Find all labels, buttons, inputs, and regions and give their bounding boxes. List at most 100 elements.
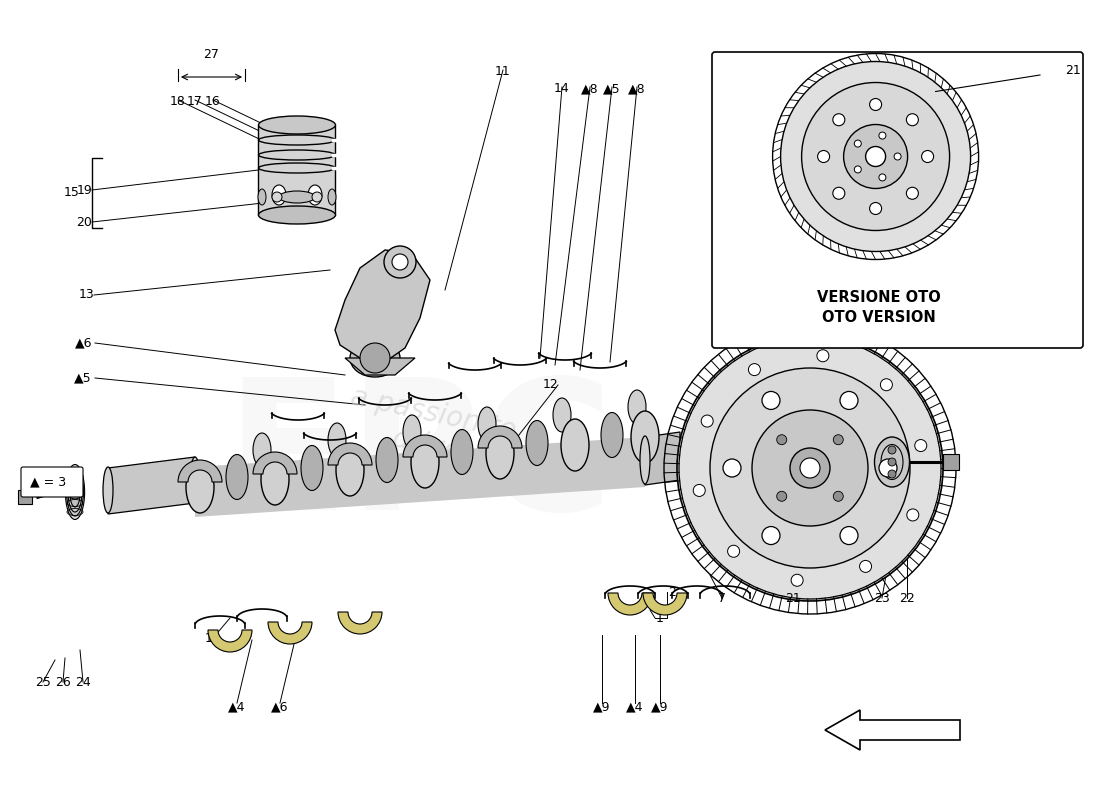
Text: 10: 10 <box>205 631 221 645</box>
Circle shape <box>906 509 918 521</box>
Circle shape <box>840 526 858 545</box>
Text: a passion to
drive: a passion to drive <box>341 383 519 477</box>
Wedge shape <box>253 452 297 474</box>
Ellipse shape <box>628 390 646 424</box>
Circle shape <box>855 140 861 147</box>
Circle shape <box>844 125 908 189</box>
Circle shape <box>888 458 896 466</box>
Text: 16: 16 <box>205 95 221 108</box>
Circle shape <box>855 166 861 173</box>
Wedge shape <box>268 622 312 644</box>
Text: 15: 15 <box>64 186 80 199</box>
Polygon shape <box>258 125 336 215</box>
Circle shape <box>800 458 820 478</box>
Circle shape <box>880 378 892 390</box>
Text: 7: 7 <box>718 591 726 605</box>
Circle shape <box>894 153 901 160</box>
FancyBboxPatch shape <box>21 467 82 497</box>
Circle shape <box>802 82 949 230</box>
Polygon shape <box>345 358 415 375</box>
Ellipse shape <box>526 421 548 466</box>
Wedge shape <box>608 593 652 615</box>
Text: 27: 27 <box>204 48 219 61</box>
Circle shape <box>762 391 780 410</box>
Text: ▲9: ▲9 <box>593 700 611 713</box>
Circle shape <box>777 434 786 445</box>
Text: VERSIONE OTO: VERSIONE OTO <box>817 290 942 305</box>
Circle shape <box>888 470 896 478</box>
Wedge shape <box>338 612 382 634</box>
Text: 1: 1 <box>656 611 664 625</box>
Circle shape <box>915 439 926 451</box>
Ellipse shape <box>631 411 659 463</box>
Ellipse shape <box>451 430 473 474</box>
Circle shape <box>752 410 868 526</box>
Text: 22: 22 <box>899 591 915 605</box>
Ellipse shape <box>67 468 84 516</box>
Text: ▲6: ▲6 <box>272 700 288 713</box>
Circle shape <box>68 485 82 499</box>
Ellipse shape <box>376 438 398 482</box>
Ellipse shape <box>350 339 400 377</box>
Circle shape <box>762 526 780 545</box>
Text: 20: 20 <box>76 215 92 229</box>
Text: 24: 24 <box>75 675 91 689</box>
Ellipse shape <box>874 437 910 487</box>
Bar <box>943 454 959 470</box>
Ellipse shape <box>65 465 85 519</box>
Circle shape <box>866 146 886 166</box>
Text: ▲8: ▲8 <box>628 82 646 95</box>
Circle shape <box>817 150 829 162</box>
Circle shape <box>879 174 886 181</box>
Text: 26: 26 <box>55 675 70 689</box>
Ellipse shape <box>258 206 336 224</box>
Text: ▲5: ▲5 <box>603 82 620 95</box>
Circle shape <box>360 343 390 373</box>
Circle shape <box>727 546 739 558</box>
Text: 2: 2 <box>668 586 675 598</box>
Circle shape <box>723 459 741 477</box>
Ellipse shape <box>279 191 315 203</box>
Ellipse shape <box>69 477 80 507</box>
Wedge shape <box>178 460 222 482</box>
Ellipse shape <box>328 423 346 457</box>
Text: 21: 21 <box>785 591 801 605</box>
Ellipse shape <box>336 444 364 496</box>
Text: ▲6: ▲6 <box>75 337 92 350</box>
Text: 13: 13 <box>78 289 94 302</box>
Text: ▲5: ▲5 <box>75 371 92 385</box>
Ellipse shape <box>478 407 496 441</box>
Polygon shape <box>108 457 195 514</box>
Polygon shape <box>336 250 430 362</box>
Ellipse shape <box>308 185 322 205</box>
Wedge shape <box>644 593 688 615</box>
Circle shape <box>840 391 858 410</box>
Circle shape <box>879 459 896 477</box>
Ellipse shape <box>553 398 571 432</box>
Circle shape <box>834 491 844 502</box>
Circle shape <box>272 192 282 202</box>
Ellipse shape <box>328 189 336 205</box>
Text: ▲8: ▲8 <box>581 82 598 95</box>
Wedge shape <box>328 443 372 465</box>
Text: 19: 19 <box>76 183 92 197</box>
Ellipse shape <box>411 436 439 488</box>
Ellipse shape <box>272 185 286 205</box>
Wedge shape <box>208 630 252 652</box>
Circle shape <box>710 368 910 568</box>
Circle shape <box>879 132 886 139</box>
Circle shape <box>834 434 844 445</box>
Circle shape <box>693 485 705 497</box>
FancyBboxPatch shape <box>712 52 1084 348</box>
Ellipse shape <box>258 189 266 205</box>
Ellipse shape <box>68 472 82 512</box>
Polygon shape <box>680 446 720 472</box>
Circle shape <box>312 192 322 202</box>
Circle shape <box>922 150 934 162</box>
Wedge shape <box>478 426 522 448</box>
Ellipse shape <box>640 436 650 484</box>
Ellipse shape <box>261 453 289 505</box>
Text: ▲4: ▲4 <box>229 700 245 713</box>
Circle shape <box>906 187 918 199</box>
Text: ▲4: ▲4 <box>626 700 644 713</box>
